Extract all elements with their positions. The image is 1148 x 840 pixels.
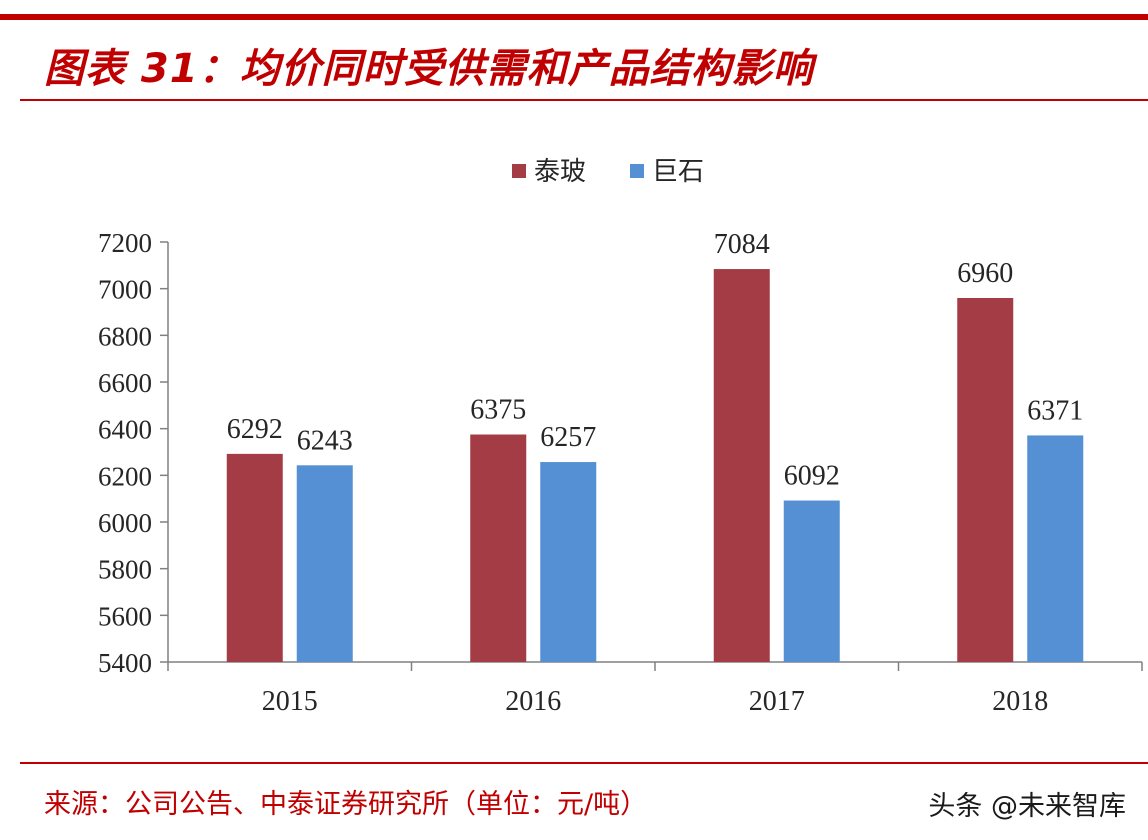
y-tick-label: 7000 [98,275,152,305]
x-tick-label: 2017 [749,686,805,717]
y-tick-label: 5400 [98,648,152,678]
legend-label-1: 巨石 [652,157,704,186]
x-tick-label: 2016 [505,686,561,717]
bar-2016-0 [470,434,527,662]
x-tick-label: 2015 [262,686,318,717]
y-tick-label: 5800 [98,555,152,585]
x-axis: 2015 2016 2017 2018 [167,661,1143,717]
watermark: 头条 @未来智库 [928,791,1126,822]
y-tick-label: 6400 [98,415,152,445]
bar-2017-0 [713,269,770,662]
bars [226,269,1084,662]
data-labels: 6292 6243 6375 6257 7084 6092 6960 6371 [227,229,1084,491]
bar-2017-1 [783,500,840,662]
y-tick-label: 6000 [98,508,152,538]
bottom-rule [20,762,1148,764]
data-label: 6292 [227,414,283,445]
chart-title: 图表 31：均价同时受供需和产品结构影响 [44,46,814,92]
bar-2015-0 [226,453,283,662]
y-tick-label: 5600 [98,601,152,631]
title-rule [20,99,1148,101]
source-note: 来源：公司公告、中泰证券研究所（单位：元/吨） [44,789,648,820]
legend-swatch-1 [630,164,644,178]
data-label: 6243 [297,425,353,456]
data-label: 6371 [1027,395,1083,426]
data-label: 6375 [470,395,526,426]
y-tick-label: 6800 [98,321,152,351]
bar-2018-1 [1027,435,1084,662]
bar-2016-1 [540,462,597,662]
legend-swatch-0 [512,164,526,178]
y-tick-label: 6200 [98,461,152,491]
data-label: 6960 [957,258,1013,289]
data-label: 6092 [784,461,840,492]
legend-label-0: 泰玻 [534,157,586,186]
data-label: 7084 [714,229,770,260]
legend: 泰玻 巨石 [512,157,704,186]
y-tick-label: 7200 [98,228,152,258]
bar-2018-0 [957,298,1014,662]
y-tick-label: 6600 [98,368,152,398]
y-axis: 5400 5600 5800 6000 6200 6400 6600 6800 7000 7200 [98,228,169,678]
bar-2015-1 [296,465,353,662]
x-tick-label: 2018 [992,686,1048,717]
top-rule [0,14,1148,20]
data-label: 6257 [540,422,596,453]
bar-chart: 泰玻 巨石 5400 5600 5800 6000 6200 6400 6600 6800 700… [98,157,1143,717]
